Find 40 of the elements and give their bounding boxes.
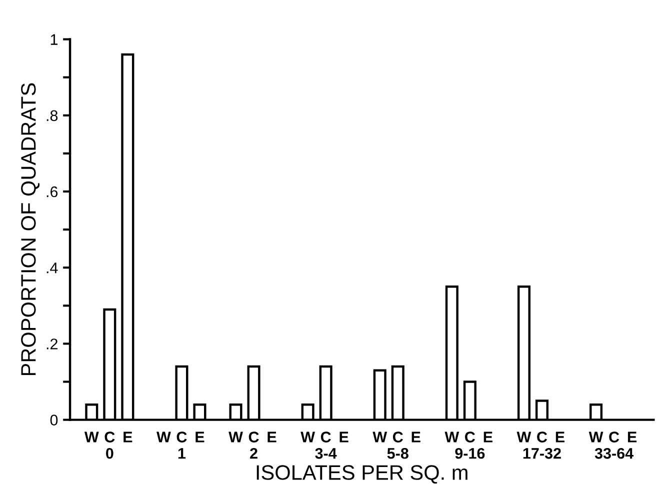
series-label: C [104,432,115,442]
series-label: E [124,432,132,442]
x-axis-title: ISOLATES PER SQ. m [256,465,468,484]
text: E [484,432,492,442]
text: E [628,432,637,442]
y-tick-label: 0 [50,414,58,426]
x-tick-label: 1 [178,448,186,459]
text: W [588,432,604,442]
text: W [300,432,315,442]
x-tick-label: 17-32 [523,448,561,459]
y-tick-label: .2 [46,338,58,350]
text: E [268,432,276,442]
text: C [537,432,548,442]
x-tick-label: 33-64 [594,448,634,459]
x-tick-label: 9-16 [455,448,485,459]
x-tick-label: 2 [250,448,258,459]
text: W [228,432,243,442]
text: W [84,432,99,442]
x-tick-label: 5-8 [387,448,408,459]
text: C [248,432,259,442]
y-tick-label: .4 [46,262,58,274]
text: E [340,432,348,442]
text: E [556,432,564,442]
x-tick-label: 3-4 [315,448,337,459]
y-tick-label: .6 [46,186,58,198]
y-tick-label: 1 [50,34,58,45]
y-tick-label: .8 [46,110,58,122]
text: E [412,432,420,442]
text: C [392,432,403,442]
series-label: W [372,432,388,442]
text: C [176,432,187,442]
text: C [320,432,331,442]
y-axis-title: PROPORTION OF QUADRATS [21,83,40,376]
text: E [196,432,204,442]
text: C [609,432,620,442]
text: W [156,432,171,442]
text: W [516,432,532,442]
text: C [465,432,476,442]
x-tick-label: 0 [106,448,114,459]
text: W [444,432,460,442]
